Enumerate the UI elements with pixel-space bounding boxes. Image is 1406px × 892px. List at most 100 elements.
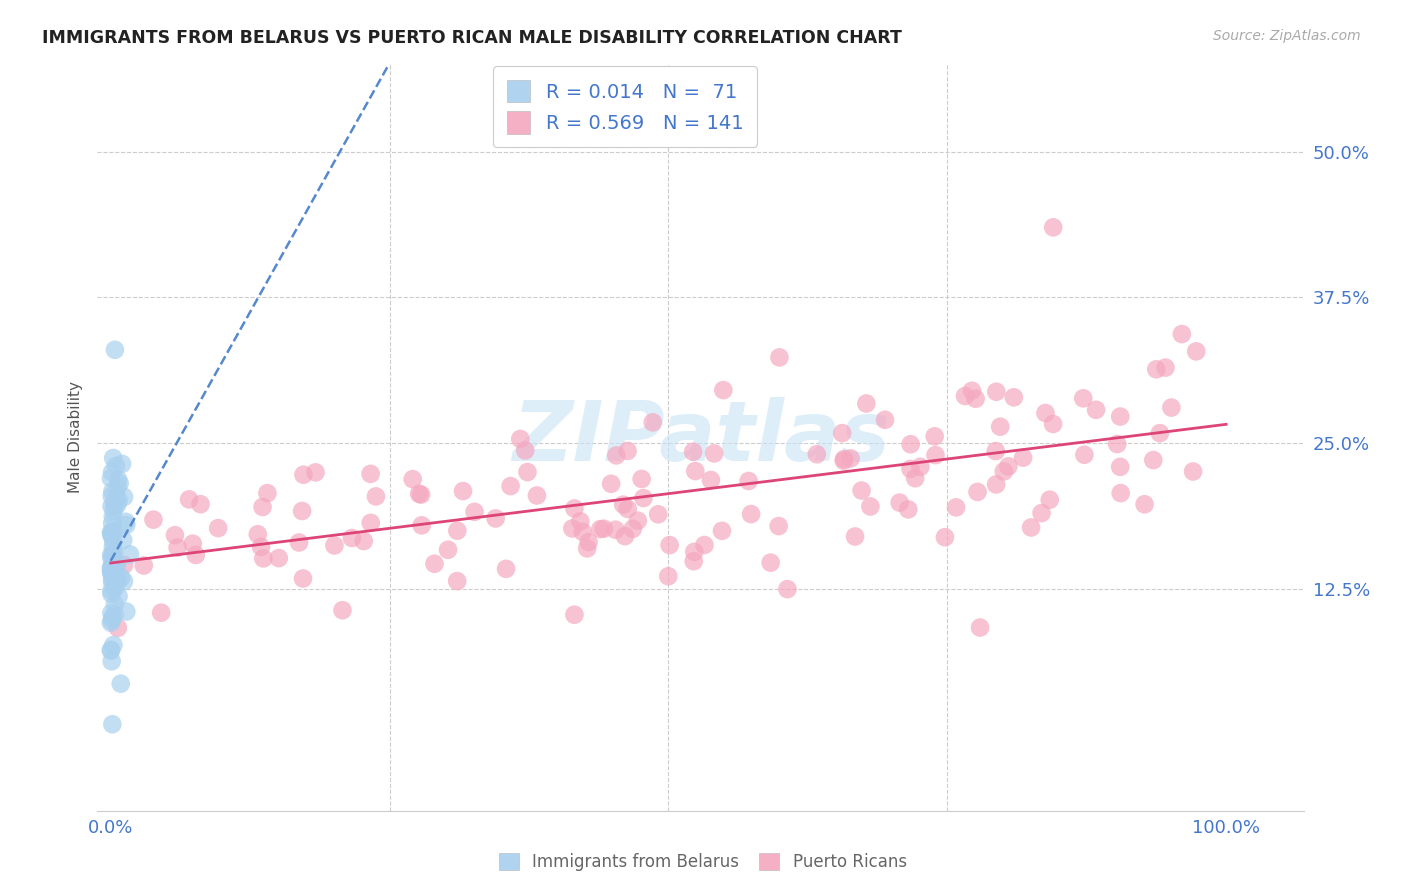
Point — [104, 566, 127, 580]
Point — [1012, 450, 1035, 465]
Point — [1133, 497, 1156, 511]
Point — [561, 521, 583, 535]
Point — [924, 429, 946, 443]
Point — [693, 538, 716, 552]
Point — [616, 502, 638, 516]
Point — [105, 490, 128, 504]
Point — [641, 415, 664, 429]
Point — [451, 484, 474, 499]
Point — [839, 451, 862, 466]
Point — [291, 504, 314, 518]
Point — [100, 551, 122, 566]
Point — [1144, 362, 1167, 376]
Point — [107, 589, 129, 603]
Point — [103, 572, 125, 586]
Point — [364, 490, 387, 504]
Point — [101, 516, 124, 531]
Point — [700, 473, 723, 487]
Point — [163, 528, 186, 542]
Point — [616, 444, 638, 458]
Point — [768, 351, 790, 365]
Point — [184, 548, 207, 562]
Point — [1171, 326, 1194, 341]
Point — [103, 535, 125, 549]
Point — [115, 605, 138, 619]
Point — [737, 474, 759, 488]
Point — [100, 643, 122, 657]
Point — [966, 484, 988, 499]
Point — [889, 495, 911, 509]
Point — [118, 548, 141, 562]
Point — [100, 528, 122, 542]
Point — [103, 638, 125, 652]
Point — [104, 607, 127, 622]
Point — [627, 514, 650, 528]
Point — [499, 479, 522, 493]
Point — [1039, 492, 1062, 507]
Point — [101, 550, 124, 565]
Point — [647, 508, 669, 522]
Point — [984, 477, 1007, 491]
Point — [657, 569, 679, 583]
Point — [1109, 459, 1132, 474]
Point — [569, 514, 592, 528]
Point — [703, 446, 725, 460]
Point — [105, 558, 128, 572]
Point — [101, 531, 124, 545]
Legend: R = 0.014   N =  71, R = 0.569   N = 141: R = 0.014 N = 71, R = 0.569 N = 141 — [494, 66, 756, 147]
Point — [177, 492, 200, 507]
Point — [353, 534, 375, 549]
Text: ZIPatlas: ZIPatlas — [512, 397, 890, 478]
Point — [252, 551, 274, 566]
Point — [246, 527, 269, 541]
Point — [103, 524, 125, 539]
Point — [100, 566, 122, 580]
Point — [1035, 406, 1057, 420]
Point — [768, 519, 790, 533]
Point — [292, 572, 315, 586]
Point — [564, 501, 586, 516]
Point — [408, 487, 430, 501]
Point — [806, 447, 828, 461]
Point — [256, 486, 278, 500]
Point — [485, 511, 508, 525]
Point — [100, 563, 122, 577]
Point — [509, 432, 531, 446]
Point — [100, 489, 122, 503]
Point — [100, 560, 122, 574]
Point — [516, 465, 538, 479]
Point — [437, 542, 460, 557]
Point — [1107, 437, 1129, 451]
Point — [411, 518, 433, 533]
Point — [682, 444, 704, 458]
Point — [859, 500, 882, 514]
Point — [107, 621, 129, 635]
Point — [526, 488, 548, 502]
Point — [446, 574, 468, 588]
Point — [112, 558, 135, 572]
Point — [100, 654, 122, 668]
Point — [897, 502, 920, 516]
Point — [495, 562, 517, 576]
Point — [759, 556, 782, 570]
Point — [844, 529, 866, 543]
Point — [986, 384, 1008, 399]
Point — [934, 530, 956, 544]
Point — [900, 462, 922, 476]
Point — [873, 413, 896, 427]
Point — [1002, 390, 1025, 404]
Point — [1031, 506, 1053, 520]
Point — [101, 509, 124, 524]
Point — [108, 476, 131, 491]
Point — [100, 560, 122, 574]
Point — [710, 524, 733, 538]
Point — [1160, 401, 1182, 415]
Point — [446, 524, 468, 538]
Point — [1073, 448, 1095, 462]
Point — [112, 574, 135, 589]
Point — [423, 557, 446, 571]
Point — [103, 504, 125, 518]
Point — [630, 472, 652, 486]
Point — [288, 535, 311, 549]
Point — [855, 396, 877, 410]
